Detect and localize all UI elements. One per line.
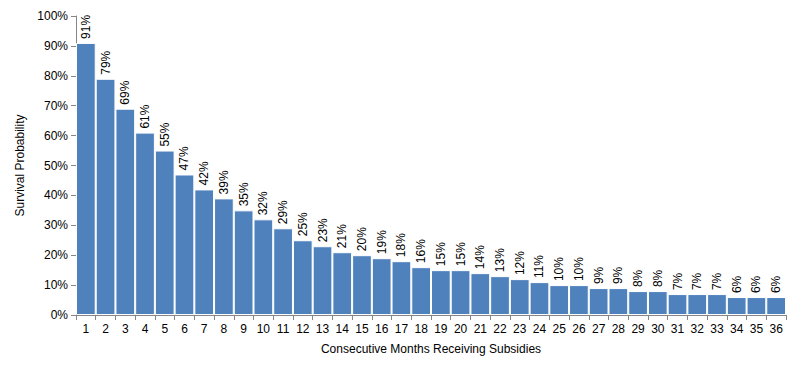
svg-text:15%: 15% xyxy=(434,242,448,266)
svg-text:15: 15 xyxy=(355,322,369,336)
svg-text:10: 10 xyxy=(257,322,271,336)
svg-text:55%: 55% xyxy=(158,122,172,146)
svg-text:Survival Probability: Survival Probability xyxy=(13,114,27,216)
svg-text:16%: 16% xyxy=(414,239,428,263)
svg-text:14: 14 xyxy=(336,322,350,336)
svg-text:39%: 39% xyxy=(217,170,231,194)
svg-text:69%: 69% xyxy=(118,80,132,104)
svg-text:6%: 6% xyxy=(730,275,744,293)
svg-text:21%: 21% xyxy=(335,224,349,248)
svg-text:25%: 25% xyxy=(296,212,310,236)
svg-text:12: 12 xyxy=(296,322,310,336)
svg-text:35%: 35% xyxy=(237,182,251,206)
svg-text:23: 23 xyxy=(513,322,527,336)
svg-text:10%: 10% xyxy=(552,257,566,281)
svg-text:90%: 90% xyxy=(44,39,68,53)
svg-text:29: 29 xyxy=(631,322,645,336)
svg-text:15%: 15% xyxy=(454,242,468,266)
svg-text:47%: 47% xyxy=(177,146,191,170)
svg-text:61%: 61% xyxy=(138,104,152,128)
svg-text:35: 35 xyxy=(750,322,764,336)
svg-text:42%: 42% xyxy=(197,161,211,185)
svg-text:30%: 30% xyxy=(44,218,68,232)
svg-text:13%: 13% xyxy=(493,248,507,272)
svg-text:32: 32 xyxy=(691,322,705,336)
svg-text:1: 1 xyxy=(83,322,90,336)
svg-text:8: 8 xyxy=(221,322,228,336)
svg-text:31: 31 xyxy=(671,322,685,336)
svg-text:13: 13 xyxy=(316,322,330,336)
svg-text:24: 24 xyxy=(533,322,547,336)
svg-text:32%: 32% xyxy=(256,191,270,215)
svg-text:26: 26 xyxy=(572,322,586,336)
svg-text:12%: 12% xyxy=(513,251,527,275)
svg-text:Consecutive Months Receiving S: Consecutive Months Receiving Subsidies xyxy=(321,342,541,356)
svg-text:2: 2 xyxy=(102,322,109,336)
svg-text:21: 21 xyxy=(474,322,488,336)
svg-text:9%: 9% xyxy=(611,266,625,284)
svg-text:60%: 60% xyxy=(44,129,68,143)
svg-text:100%: 100% xyxy=(37,9,68,23)
svg-text:25: 25 xyxy=(553,322,567,336)
svg-text:33: 33 xyxy=(710,322,724,336)
svg-text:18%: 18% xyxy=(394,233,408,257)
svg-text:34: 34 xyxy=(730,322,744,336)
svg-text:11%: 11% xyxy=(532,255,546,278)
svg-text:8%: 8% xyxy=(631,269,645,287)
svg-text:7: 7 xyxy=(201,322,208,336)
svg-text:27: 27 xyxy=(592,322,606,336)
svg-text:70%: 70% xyxy=(44,99,68,113)
svg-text:18: 18 xyxy=(414,322,428,336)
svg-text:40%: 40% xyxy=(44,188,68,202)
svg-text:36: 36 xyxy=(769,322,783,336)
svg-text:91%: 91% xyxy=(79,15,93,39)
svg-text:4: 4 xyxy=(142,322,149,336)
svg-text:17: 17 xyxy=(395,322,409,336)
svg-text:23%: 23% xyxy=(316,218,330,242)
svg-text:9: 9 xyxy=(240,322,247,336)
svg-text:6%: 6% xyxy=(749,275,763,293)
svg-text:80%: 80% xyxy=(44,69,68,83)
svg-text:10%: 10% xyxy=(572,257,586,281)
svg-text:20: 20 xyxy=(454,322,468,336)
svg-text:6: 6 xyxy=(181,322,188,336)
svg-text:10%: 10% xyxy=(44,278,68,292)
svg-text:28: 28 xyxy=(612,322,626,336)
svg-text:7%: 7% xyxy=(690,272,704,290)
svg-text:0%: 0% xyxy=(51,308,69,322)
svg-text:3: 3 xyxy=(122,322,129,336)
svg-text:50%: 50% xyxy=(44,159,68,173)
svg-text:19: 19 xyxy=(434,322,448,336)
svg-text:20%: 20% xyxy=(355,227,369,251)
svg-text:20%: 20% xyxy=(44,248,68,262)
svg-text:7%: 7% xyxy=(710,272,724,290)
svg-text:22: 22 xyxy=(493,322,507,336)
svg-text:11: 11 xyxy=(277,322,290,336)
svg-text:6%: 6% xyxy=(769,275,783,293)
svg-text:29%: 29% xyxy=(276,200,290,224)
svg-text:19%: 19% xyxy=(375,230,389,254)
svg-text:9%: 9% xyxy=(592,266,606,284)
svg-text:5: 5 xyxy=(161,322,168,336)
svg-text:79%: 79% xyxy=(99,50,113,74)
svg-text:16: 16 xyxy=(375,322,389,336)
svg-text:30: 30 xyxy=(651,322,665,336)
svg-text:14%: 14% xyxy=(473,245,487,269)
svg-text:7%: 7% xyxy=(671,272,685,290)
svg-text:8%: 8% xyxy=(651,269,665,287)
